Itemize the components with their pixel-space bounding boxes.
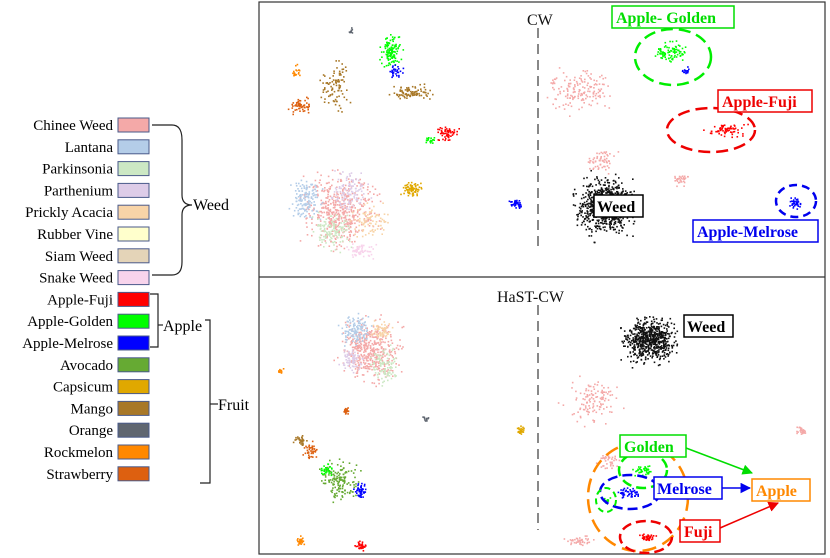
- legend-swatch: [117, 117, 150, 133]
- golden-arrow: [685, 447, 753, 475]
- weed-label-top: Weed: [597, 199, 635, 216]
- fruit-group-label: Fruit: [218, 397, 250, 414]
- apple-label-bottom: Apple: [756, 483, 797, 500]
- legend-swatch: [117, 226, 150, 242]
- legend-label: Apple-Fuji: [47, 292, 113, 308]
- legend-swatch: [117, 379, 150, 395]
- weed-box-bottom: [683, 314, 734, 338]
- golden-ellipse-top: [633, 27, 713, 87]
- weed-label-bottom: Weed: [687, 319, 725, 336]
- legend-label: Avocado: [60, 358, 113, 374]
- legend-label: Siam Weed: [45, 249, 114, 265]
- bottom-panel-title: HaST-CW: [497, 289, 565, 306]
- panels-frame: [258, 1, 826, 555]
- legend-label: Strawberry: [46, 467, 113, 483]
- weed-group-label: Weed: [193, 197, 229, 214]
- legend-label: Lantana: [65, 140, 114, 156]
- legend: Chinee Weed Lantana Parkinsonia Parthenium P…: [22, 117, 150, 483]
- legend-label: Parthenium: [44, 183, 113, 199]
- apple-bracket: [150, 293, 163, 348]
- golden-box-top: [611, 5, 735, 29]
- legend-swatch: [117, 291, 150, 307]
- apple-box-bottom: [751, 478, 811, 502]
- legend-label: Mango: [71, 401, 114, 417]
- legend-label: Orange: [69, 423, 113, 439]
- legend-swatch: [117, 335, 150, 351]
- legend-label: Prickly Acacia: [25, 205, 113, 221]
- legend-label: Rockmelon: [44, 445, 114, 461]
- legend-swatch: [117, 139, 150, 155]
- golden-box-bottom: [619, 434, 687, 458]
- top-panel-title: CW: [527, 12, 554, 29]
- golden-small-ellipse-bottom: [595, 487, 617, 513]
- golden-label-top: Apple- Golden: [616, 10, 716, 27]
- legend-swatch: [117, 357, 150, 373]
- legend-swatch: [117, 204, 150, 220]
- legend-label: Parkinsonia: [42, 162, 113, 178]
- legend-swatch: [117, 313, 150, 329]
- apple-group-label: Apple: [163, 318, 202, 335]
- legend-swatch: [117, 422, 150, 438]
- legend-swatch: [117, 270, 150, 286]
- melrose-label-top: Apple-Melrose: [697, 224, 798, 241]
- melrose-label-bottom: Melrose: [657, 481, 712, 498]
- fuji-box-top: [717, 89, 813, 113]
- legend-swatch: [117, 444, 150, 460]
- melrose-ellipse-top: [774, 183, 818, 219]
- legend-label: Apple-Golden: [27, 314, 113, 330]
- legend-swatch: [117, 248, 150, 264]
- fuji-box-bottom: [679, 519, 721, 543]
- golden-label-bottom: Golden: [624, 439, 674, 456]
- fruit-bracket: [200, 319, 218, 484]
- weed-brace: [152, 124, 193, 276]
- legend-label: Snake Weed: [39, 271, 113, 287]
- legend-label: Apple-Melrose: [22, 336, 113, 352]
- legend-swatch: [117, 161, 150, 177]
- legend-label: Rubber Vine: [37, 227, 113, 243]
- weed-box-top: [593, 194, 644, 218]
- legend-swatch: [117, 466, 150, 482]
- fuji-arrow: [719, 501, 779, 529]
- fuji-ellipse-top: [665, 106, 757, 154]
- legend-swatch: [117, 182, 150, 198]
- fuji-ellipse-bottom: [618, 519, 674, 555]
- scatter-points: [278, 27, 807, 552]
- fuji-label-bottom: Fuji: [684, 524, 713, 541]
- melrose-box-top: [692, 219, 819, 243]
- legend-label: Chinee Weed: [33, 118, 113, 134]
- fuji-label-top: Apple-Fuji: [722, 94, 797, 111]
- legend-swatch: [117, 400, 150, 416]
- legend-label: Capsicum: [53, 380, 113, 396]
